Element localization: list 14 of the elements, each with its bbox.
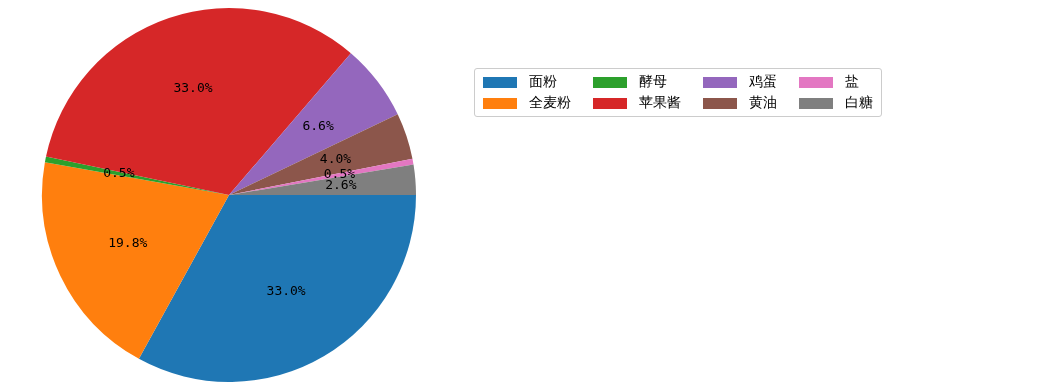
legend-label: 盐	[845, 73, 859, 91]
legend-label: 苹果酱	[639, 94, 681, 112]
legend-label: 全麦粉	[529, 94, 571, 112]
legend-label: 白糖	[845, 94, 873, 112]
legend-label: 鸡蛋	[749, 73, 777, 91]
legend-label: 酵母	[639, 73, 667, 91]
data-label: 33.0%	[173, 80, 213, 96]
data-label: 6.6%	[302, 118, 334, 134]
data-label: 4.0%	[319, 151, 352, 167]
legend-label: 黄油	[749, 94, 777, 112]
data-label: 2.6%	[325, 177, 357, 193]
data-label: 33.0%	[266, 282, 306, 298]
data-label: 19.8%	[108, 234, 148, 250]
legend-label: 面粉	[529, 73, 557, 91]
